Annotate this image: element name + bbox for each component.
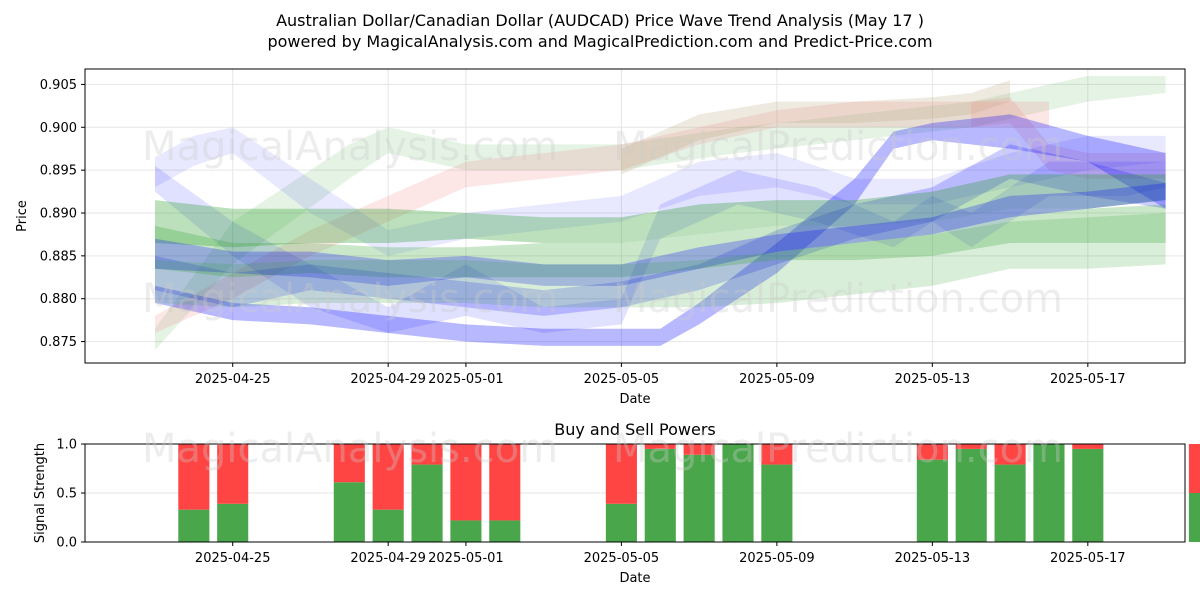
bottom-chart-y-axis: 0.0 0.5 1.0 — [56, 438, 85, 551]
top-chart-ylabel: Price — [15, 200, 30, 232]
tan-band — [621, 80, 1011, 175]
watermark-bottom-right: MagicalPrediction.com — [613, 426, 1063, 472]
sell-power-bar — [1188, 444, 1200, 493]
buy-power-bar — [605, 503, 637, 542]
buy-power-bar — [644, 448, 676, 542]
bottom-x-tick-label: 2025-04-25 — [195, 551, 271, 566]
top-y-tick-label: 0.905 — [40, 78, 77, 93]
buy-power-bar — [333, 482, 365, 542]
top-y-tick-label: 0.885 — [40, 249, 77, 264]
sell-power-bar — [994, 444, 1026, 465]
bottom-chart-title: Buy and Sell Powers — [554, 420, 716, 439]
sell-power-bar — [955, 444, 987, 449]
figure-title-line1: Australian Dollar/Canadian Dollar (AUDCA… — [276, 11, 924, 30]
top-x-tick-label: 2025-04-29 — [350, 372, 426, 387]
bottom-x-tick-label: 2025-05-13 — [895, 551, 971, 566]
bottom-x-tick-label: 2025-04-29 — [350, 551, 426, 566]
blue-band-dark — [155, 183, 1166, 286]
pink-band — [155, 101, 1049, 333]
sell-power-bar — [333, 444, 365, 483]
bottom-x-tick-label: 2025-05-01 — [428, 551, 504, 566]
sell-power-bar — [761, 444, 793, 465]
top-y-tick-label: 0.900 — [40, 121, 77, 136]
figure-title-line2: powered by MagicalAnalysis.com and Magic… — [267, 32, 932, 51]
bottom-x-tick-label: 2025-05-17 — [1050, 551, 1126, 566]
buy-power-bar — [916, 459, 948, 542]
sell-power-bar — [916, 444, 948, 460]
watermark-mid-right: MagicalPrediction.com — [613, 276, 1063, 322]
bottom-x-tick-label: 2025-05-09 — [739, 551, 815, 566]
top-chart-y-axis: 0.875 0.880 0.885 0.890 0.895 0.900 0.905 — [40, 78, 85, 350]
buy-power-bar — [217, 503, 249, 542]
blue-band-mid — [155, 144, 1166, 316]
top-chart-x-axis: 2025-04-25 2025-04-29 2025-05-01 2025-05-05… — [195, 363, 1126, 387]
buy-power-bar — [1072, 448, 1104, 542]
watermark-mid-left: MagicalAnalysis.com — [142, 276, 558, 322]
bottom-y-tick-label: 0.5 — [56, 487, 77, 502]
bottom-chart-xlabel: Date — [619, 571, 650, 586]
blue-band-zigzag — [155, 161, 1166, 333]
watermark-top-left: MagicalAnalysis.com — [142, 124, 558, 170]
sell-power-bar — [605, 444, 637, 504]
buy-power-bar — [722, 444, 754, 542]
buy-power-bar — [994, 464, 1026, 542]
top-x-tick-label: 2025-05-01 — [428, 372, 504, 387]
buy-power-bar — [1188, 493, 1200, 542]
green-band-upper-light — [155, 75, 1166, 351]
green-band-lower — [155, 204, 1166, 278]
top-y-tick-label: 0.895 — [40, 164, 77, 179]
watermark-top-right: MagicalPrediction.com — [613, 124, 1063, 170]
sell-power-bar — [644, 444, 676, 449]
sell-power-bar — [683, 444, 715, 455]
top-y-tick-label: 0.890 — [40, 207, 77, 222]
top-y-tick-label: 0.875 — [40, 335, 77, 350]
bottom-y-tick-label: 1.0 — [56, 438, 77, 453]
buy-power-bar — [450, 520, 482, 542]
top-x-tick-label: 2025-05-05 — [584, 372, 660, 387]
bottom-chart-bars — [178, 444, 1200, 542]
top-chart-grid — [85, 69, 1185, 363]
sell-power-bar — [372, 444, 404, 510]
top-x-tick-label: 2025-05-09 — [739, 372, 815, 387]
top-chart-bands — [155, 75, 1166, 351]
bottom-chart-x-axis: 2025-04-25 2025-04-29 2025-05-01 2025-05-05… — [195, 542, 1126, 566]
pink-band-tail — [971, 97, 1166, 179]
buy-power-bar — [178, 509, 210, 542]
buy-power-bar — [683, 454, 715, 542]
green-band-wide — [155, 213, 1166, 308]
sell-power-bar — [411, 444, 443, 465]
buy-power-bar — [761, 464, 793, 542]
top-y-tick-label: 0.880 — [40, 292, 77, 307]
buy-power-bar — [411, 464, 443, 542]
buy-power-bar — [1033, 444, 1065, 542]
watermark-bottom-left: MagicalAnalysis.com — [142, 426, 558, 472]
sell-power-bar — [489, 444, 521, 521]
bottom-x-tick-label: 2025-05-05 — [584, 551, 660, 566]
sell-power-bar — [450, 444, 482, 521]
bottom-chart-ylabel: Signal Strength — [33, 443, 48, 543]
top-x-tick-label: 2025-04-25 — [195, 372, 271, 387]
sell-power-bar — [178, 444, 210, 510]
buy-power-bar — [489, 520, 521, 542]
top-chart-xlabel: Date — [619, 392, 650, 407]
top-x-tick-label: 2025-05-17 — [1050, 372, 1126, 387]
green-band-upper — [155, 174, 1166, 248]
blue-band-strong-rise — [155, 114, 1166, 346]
top-chart-frame — [84, 68, 1186, 364]
bottom-y-tick-label: 0.0 — [56, 536, 77, 551]
buy-power-bar — [955, 448, 987, 542]
buy-power-bar — [372, 509, 404, 542]
top-x-tick-label: 2025-05-13 — [895, 372, 971, 387]
blue-band-light-top — [155, 127, 1166, 256]
sell-power-bar — [217, 444, 249, 504]
sell-power-bar — [1072, 444, 1104, 449]
